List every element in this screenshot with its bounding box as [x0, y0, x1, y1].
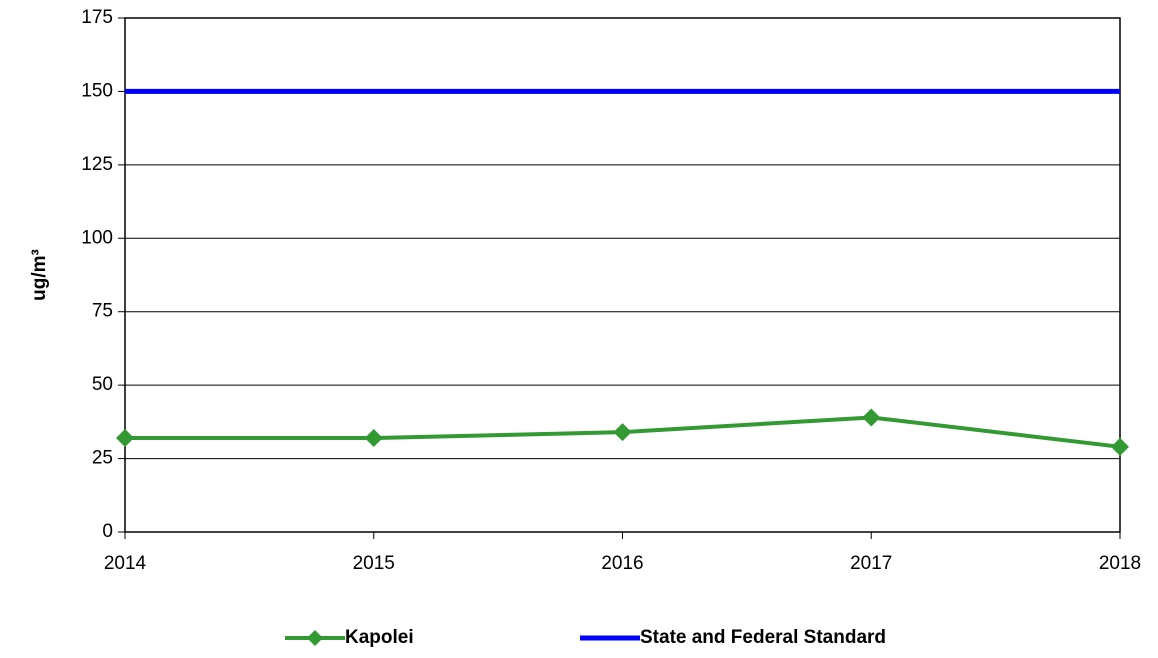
x-tick-label: 2014	[104, 553, 147, 574]
x-tick-label: 2015	[353, 553, 395, 574]
marker	[364, 429, 383, 448]
marker	[116, 429, 134, 448]
legend-label: State and Federal Standard	[640, 627, 886, 648]
y-tick-label: 50	[92, 374, 113, 395]
marker	[862, 408, 881, 427]
y-tick-label: 175	[81, 7, 113, 28]
y-tick-label: 75	[92, 301, 113, 322]
x-tick-label: 2018	[1099, 553, 1141, 574]
y-tick-label: 0	[102, 521, 113, 542]
marker	[1111, 437, 1129, 456]
plot-border	[124, 17, 1121, 533]
y-tick-label: 125	[81, 154, 113, 175]
y-tick-label: 100	[81, 227, 113, 248]
y-tick-label: 150	[81, 80, 113, 101]
marker	[613, 423, 632, 442]
legend-marker	[307, 630, 323, 646]
y-axis-label: ug/m³	[29, 249, 50, 301]
y-tick-label: 25	[92, 448, 113, 469]
legend-label: Kapolei	[345, 627, 414, 648]
x-tick-label: 2016	[601, 553, 643, 574]
x-tick-label: 2017	[850, 553, 892, 574]
